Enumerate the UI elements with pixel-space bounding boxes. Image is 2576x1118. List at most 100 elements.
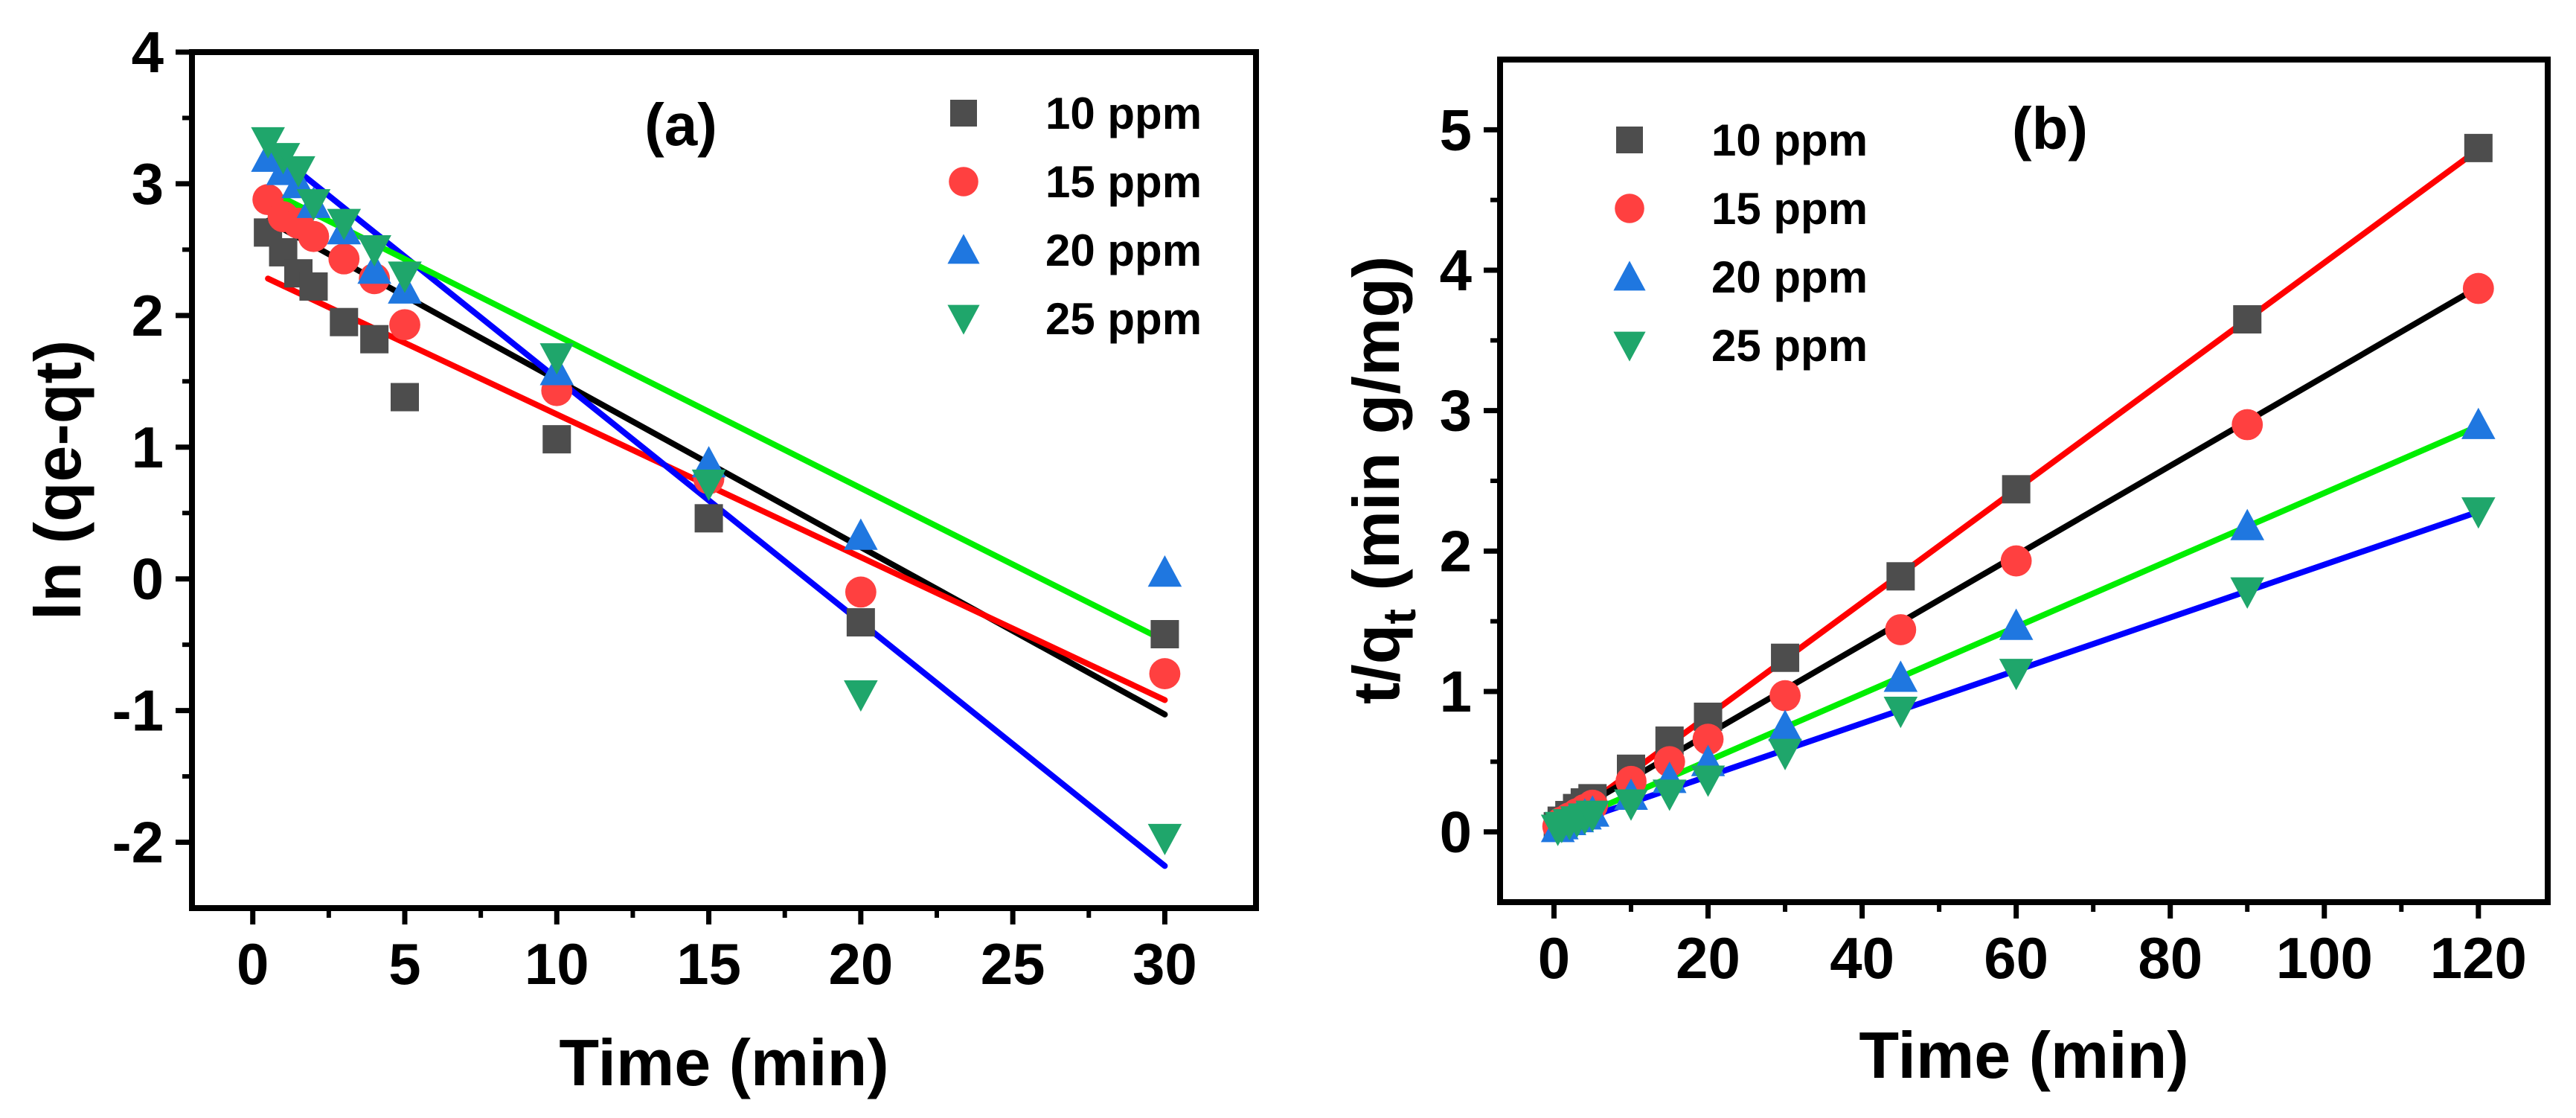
- panel-a-x-tick-label: 15: [676, 931, 741, 997]
- panel-a-x-axis-title: Time (min): [559, 1026, 888, 1099]
- panel-b-series-2-point: [2000, 545, 2032, 577]
- panel-b-series-4-point: [1575, 800, 1610, 832]
- panel-a-y-tick-label: 4: [132, 19, 164, 85]
- panel-b-legend-label: 10 ppm: [1711, 115, 1868, 165]
- panel-b-legend: 10 ppm 15 ppm 20 ppm 25 ppm: [1613, 115, 1868, 371]
- panel-b-x-tick-label: 0: [1538, 925, 1570, 991]
- panel-a-series-1-point: [360, 325, 389, 354]
- panel-a-series-1-point: [694, 504, 723, 533]
- panel-a-x-tick-label: 5: [388, 931, 420, 997]
- panel-b-legend-label: 15 ppm: [1711, 184, 1868, 234]
- panel-a-ticks: 0 5 10 15 20 25 30 -2 -1 0 1 2 3 4: [112, 19, 1197, 997]
- panel-a-legend-label: 20 ppm: [1045, 226, 1202, 275]
- panel-a-series-4-point: [691, 469, 726, 502]
- panel-a-x-tick-label: 0: [237, 931, 269, 997]
- panel-a-series-1-point: [391, 383, 419, 412]
- panel-b-series-4-point: [2230, 577, 2265, 609]
- panel-a-legend-marker: [949, 167, 978, 197]
- panel-a-series-3-point: [1147, 555, 1182, 587]
- panel-a-y-tick-label: -2: [112, 810, 164, 875]
- panel-b: 0 20 40 60 80 100 120 0 1 2 3 4 5 (b) Time (min) t/q…: [1339, 57, 2551, 1092]
- panel-b-series-1-point: [2233, 305, 2262, 334]
- panel-a-y-tick-label: 1: [132, 415, 164, 480]
- panel-a-series-1-point: [846, 608, 875, 637]
- panel-b-series-2-point: [1885, 614, 1917, 645]
- panel-b-legend-marker: [1613, 331, 1646, 362]
- panel-a-legend-label: 10 ppm: [1045, 89, 1202, 138]
- panel-a-series-4-point: [296, 189, 331, 221]
- panel-b-x-tick-label: 20: [1676, 925, 1740, 991]
- panel-a-series-3-point: [691, 446, 726, 478]
- panel-b-x-tick-label: 120: [2430, 925, 2527, 991]
- panel-a-x-tick-label: 20: [828, 931, 893, 997]
- panel-b-series-4-point: [2461, 497, 2496, 529]
- panel-b-series-3-point: [2461, 407, 2496, 439]
- panel-b-tag: (b): [2012, 95, 2088, 162]
- panel-a-series-4-point: [539, 343, 574, 375]
- panel-a-series-4-point: [327, 208, 362, 240]
- panel-b-series-3-point: [1768, 709, 1802, 741]
- panel-a-series-4-point: [281, 156, 315, 188]
- panel-a-legend-marker: [950, 100, 977, 127]
- panel-b-data-points: [1540, 133, 2496, 846]
- panel-b-x-tick-label: 100: [2276, 925, 2373, 991]
- panel-b-legend-marker: [1615, 194, 1644, 223]
- panel-b-y-tick-label: 0: [1440, 799, 1472, 865]
- panel-a-series-1-point: [330, 307, 359, 336]
- panel-b-series-1-point: [1886, 562, 1915, 591]
- panel-a-x-tick-label: 10: [525, 931, 589, 997]
- panel-a-y-tick-label: 0: [132, 546, 164, 612]
- panel-a-series-2-point: [328, 243, 360, 275]
- panel-b-y-tick-label: 3: [1440, 378, 1472, 444]
- panel-a-series-4-point: [388, 261, 422, 293]
- panel-b-x-axis-title: Time (min): [1859, 1018, 2188, 1092]
- panel-b-series-4-point: [1652, 779, 1687, 811]
- panel-b-y-tick-label: 2: [1440, 518, 1472, 584]
- panel-a-series-4-point: [251, 127, 285, 159]
- panel-a-y-tick-label: 2: [132, 283, 164, 348]
- panel-a-series-4-point: [357, 235, 391, 267]
- panel-b-x-tick-label: 60: [1984, 925, 2048, 991]
- panel-a-series-2-point: [845, 576, 877, 608]
- panel-a-tag: (a): [644, 92, 717, 158]
- panel-b-x-tick-label: 80: [2138, 925, 2202, 991]
- panel-a-legend-marker: [947, 234, 980, 264]
- panel-a-legend-label: 25 ppm: [1045, 294, 1202, 344]
- panel-b-series-4-point: [1883, 697, 1918, 729]
- panel-a-series-1-point: [542, 425, 571, 454]
- panel-b-y-tick-label: 5: [1440, 97, 1472, 162]
- panel-b-series-1-point: [2464, 133, 2493, 162]
- panel-a-x-tick-label: 25: [981, 931, 1045, 997]
- panel-b-series-3-point: [2230, 508, 2265, 540]
- panel-b-ticks: 0 20 40 60 80 100 120 0 1 2 3 4 5: [1440, 97, 2527, 991]
- panel-b-series-2-point: [2462, 272, 2494, 304]
- panel-a-series-1-point: [299, 272, 328, 301]
- panel-a-series-2-point: [389, 309, 420, 341]
- panel-b-legend-label: 20 ppm: [1711, 252, 1868, 302]
- panel-a: 0 5 10 15 20 25 30 -2 -1 0 1 2 3 4 (a) Time (min) ln …: [21, 19, 1259, 1099]
- panel-b-series-3-point: [1999, 608, 2034, 640]
- panel-a-y-tick-label: -1: [112, 678, 164, 744]
- panel-a-plot-frame: [189, 49, 1259, 911]
- panel-b-series-1-point: [1771, 643, 1800, 672]
- panel-a-series-2-point: [298, 220, 330, 252]
- panel-b-series-1-point: [2002, 475, 2031, 504]
- panel-b-y-tick-label: 1: [1440, 659, 1472, 724]
- panel-b-series-3-point: [1883, 660, 1918, 692]
- panel-b-series-4-point: [1614, 789, 1648, 821]
- panel-b-legend-marker: [1613, 261, 1646, 291]
- panel-b-y-tick-label: 4: [1440, 237, 1472, 303]
- panel-a-series-4-point: [1147, 823, 1182, 856]
- panel-b-series-4-point: [1999, 659, 2034, 691]
- panel-a-legend: 10 ppm 15 ppm 20 ppm 25 ppm: [947, 89, 1202, 344]
- panel-b-series-2-point: [1692, 723, 1724, 756]
- panel-b-series-2-point: [1769, 680, 1801, 712]
- panel-b-legend-marker: [1616, 127, 1643, 153]
- panel-b-legend-label: 25 ppm: [1711, 321, 1868, 371]
- panel-b-series-4-point: [1691, 765, 1726, 797]
- panel-a-series-4-point: [844, 680, 878, 712]
- panel-a-series-2-point: [1149, 658, 1181, 689]
- panel-b-series-2-point: [2231, 409, 2263, 441]
- panel-a-legend-marker: [947, 304, 980, 335]
